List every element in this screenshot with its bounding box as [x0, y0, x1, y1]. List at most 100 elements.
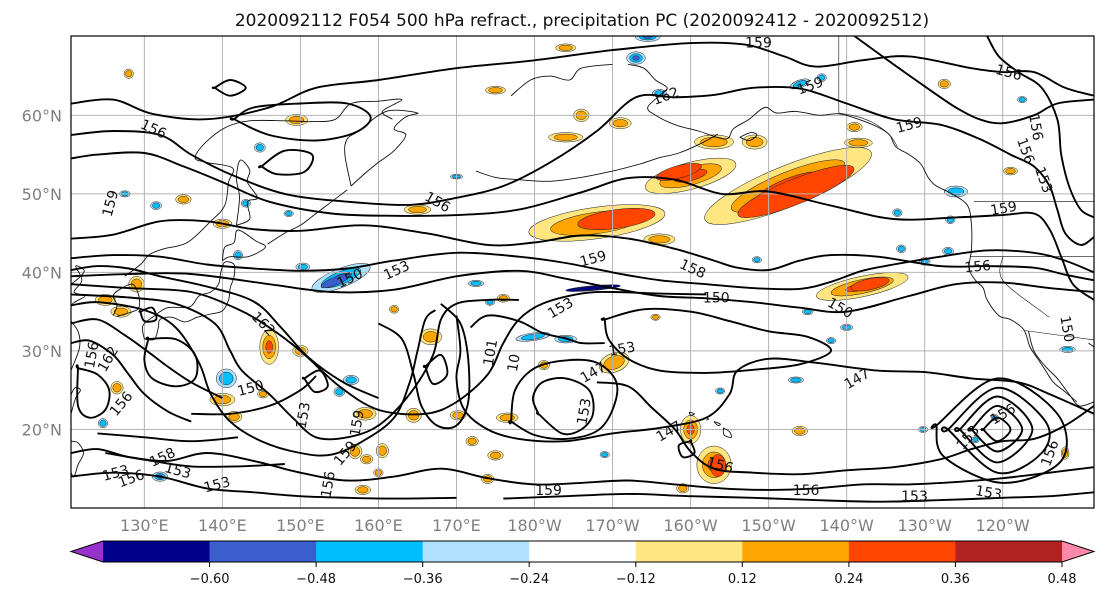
- contour-label: 153: [901, 489, 928, 505]
- precip-contour-fill: [377, 445, 387, 456]
- precip-anomaly-area: [354, 407, 377, 421]
- precip-contour-fill: [521, 333, 545, 341]
- precip-contour-fill: [642, 36, 653, 39]
- precip-anomaly-area: [98, 418, 108, 429]
- longitude-label: 180°W: [507, 516, 562, 535]
- contour-label: 150: [1056, 315, 1076, 344]
- precip-anomaly-area: [496, 412, 519, 423]
- refractivity-contour: [469, 314, 605, 345]
- precip-contour-fill: [972, 437, 979, 443]
- precip-anomaly-area: [741, 134, 768, 150]
- precip-contour-fill: [408, 206, 427, 214]
- precip-anomaly-area: [751, 256, 762, 264]
- precip-anomaly-area: [496, 294, 510, 303]
- refractivity-contour: [377, 303, 471, 430]
- refractivity-contour: [301, 369, 329, 394]
- contour-label: 159: [535, 483, 562, 499]
- latitude-label: 40°N: [22, 263, 62, 282]
- precip-anomaly-area: [787, 376, 804, 384]
- colorbar-tick-label: −0.48: [296, 572, 336, 587]
- precip-contour-fill: [848, 139, 869, 147]
- longitude-label: 170°E: [432, 516, 481, 535]
- precip-anomaly-area: [937, 78, 951, 89]
- refractivity-contour: [980, 416, 1012, 443]
- longitude-label: 170°W: [585, 516, 640, 535]
- precip-anomaly-area: [254, 142, 266, 153]
- colorbar: −0.60 −0.48 −0.36 −0.24 −0.12 0.12 0.24 0.36 0.4…: [69, 540, 1096, 587]
- refractivity-contour: [229, 101, 372, 142]
- precip-anomaly-area: [215, 368, 237, 389]
- coastline: [510, 63, 613, 97]
- refractivity-contour: [930, 377, 1068, 484]
- refractivity-contour: [422, 353, 449, 386]
- contour-label: 159: [745, 35, 772, 51]
- colorbar-tick-label: −0.24: [509, 572, 549, 587]
- contour-label: 159: [989, 199, 1018, 219]
- precip-contour-fill: [803, 309, 812, 315]
- precip-anomaly-area: [896, 244, 907, 253]
- precip-contour-fill: [345, 376, 357, 384]
- precip-anomaly-area: [259, 329, 279, 365]
- latitude-label: 50°N: [22, 185, 62, 204]
- coastline: [344, 109, 419, 187]
- precip-contour-fill: [349, 446, 361, 457]
- precip-contour-fill: [288, 116, 305, 124]
- precip-anomaly-area: [354, 484, 371, 495]
- precip-contour-fill: [827, 338, 835, 344]
- colorbar-tick-label: −0.12: [616, 572, 656, 587]
- refractivity-contour: [531, 377, 595, 436]
- refractivity-contour: [954, 395, 1034, 464]
- precip-contour-fill: [452, 411, 464, 419]
- precip-contour-fill: [893, 209, 901, 216]
- precip-anomaly-area: [650, 313, 661, 321]
- political-border: [838, 112, 898, 147]
- precip-anomaly-area: [320, 273, 351, 289]
- precip-contour-fill: [320, 273, 351, 289]
- contour-label: 153: [974, 483, 1003, 503]
- precip-contour-fill: [753, 257, 761, 263]
- coastline: [221, 229, 266, 262]
- coastlines: [71, 36, 1094, 478]
- longitude-label: 140°W: [819, 516, 874, 535]
- precip-anomaly-area: [375, 443, 389, 459]
- refractivity-contour: [71, 41, 1094, 121]
- longitude-label: 130°W: [897, 516, 952, 535]
- precip-anomaly-area: [465, 436, 479, 447]
- precip-contour-fill: [259, 391, 267, 398]
- map-frame: [70, 35, 1095, 509]
- refractivity-contour: [258, 149, 315, 176]
- precip-anomaly-area: [634, 36, 661, 42]
- precip-contour-fill: [362, 455, 372, 463]
- contour-label: 156: [705, 455, 735, 477]
- refractivity-contour: [71, 85, 1094, 246]
- precip-contour-fill: [553, 133, 578, 141]
- precip-contour-fill: [489, 451, 502, 459]
- coastline: [235, 159, 258, 226]
- refractivity-contour: [71, 249, 1094, 291]
- longitude-label: 160°W: [663, 516, 718, 535]
- precip-contour-fill: [357, 486, 369, 494]
- contour-label: 150: [236, 378, 266, 400]
- longitude-label: 140°E: [198, 516, 247, 535]
- refractivity-contour: [71, 293, 519, 441]
- precip-anomaly-area: [515, 332, 551, 342]
- precip-anomaly-area: [485, 86, 506, 95]
- precip-contour-fill: [716, 388, 724, 394]
- precip-contour-fill: [652, 314, 659, 320]
- precip-anomaly-area: [150, 201, 162, 210]
- precip-anomaly-area: [892, 208, 903, 217]
- colorbar-tick-label: 0.12: [728, 572, 757, 587]
- coastline: [124, 98, 403, 277]
- contour-label: 153: [574, 397, 594, 426]
- refractivity-contour: [503, 491, 1094, 503]
- contour-label: 10: [505, 353, 524, 373]
- precip-contour-fill: [152, 202, 161, 209]
- colorbar-tick-label: 0.48: [1048, 572, 1077, 587]
- precip-contour-fill: [488, 87, 503, 94]
- precip-anomaly-area: [971, 436, 980, 444]
- refractivity-contour: [71, 339, 192, 423]
- longitude-label: 150°W: [741, 516, 796, 535]
- precip-contour-fill: [265, 340, 273, 354]
